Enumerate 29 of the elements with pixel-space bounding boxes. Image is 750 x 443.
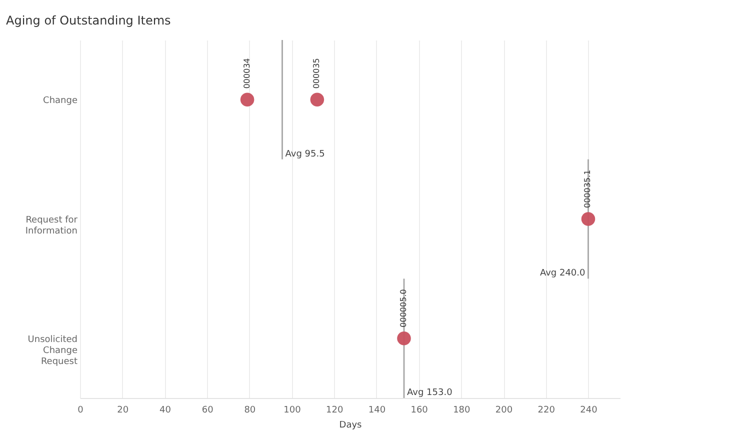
x-tick-label: 220 (538, 406, 556, 416)
y-tick-label: Request for Information (25, 216, 78, 236)
x-tick-label: 100 (284, 406, 302, 416)
x-tick-label: 40 (159, 406, 172, 416)
annotation: 000005.0 (399, 289, 408, 328)
x-tick-label: 60 (202, 406, 214, 416)
x-tick-label: 140 (368, 406, 386, 416)
ref-line-label: Avg 95.5 (285, 149, 325, 160)
point (581, 212, 596, 226)
x-tick-label: 0 (78, 406, 84, 416)
x-tick-label: 160 (410, 406, 428, 416)
point (397, 331, 411, 346)
x-tick-label: 80 (244, 406, 256, 416)
annotation: 000035.1 (583, 170, 592, 208)
point (310, 92, 324, 107)
annotation: 000034 (242, 58, 252, 89)
y-tick-label: Unsolicited Change Request (28, 334, 78, 367)
ref-line-label: Avg 240.0 (540, 268, 586, 279)
x-tick-label: 240 (580, 406, 598, 416)
x-tick-label: 20 (117, 406, 129, 416)
annotation: 000035 (312, 58, 322, 89)
y-tick-label: Change (43, 96, 78, 106)
point (240, 92, 254, 107)
x-axis-title: Days (339, 420, 362, 430)
ref-line-label: Avg 153.0 (407, 388, 453, 398)
x-tick-label: 180 (453, 406, 471, 416)
x-tick-label: 120 (326, 406, 344, 416)
x-tick-label: 200 (495, 406, 513, 416)
chart-title: Aging of Outstanding Items (6, 13, 171, 28)
